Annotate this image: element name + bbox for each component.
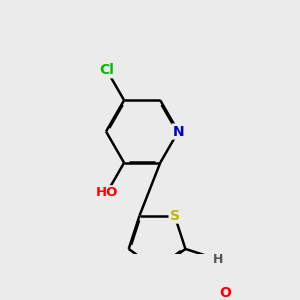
Text: O: O [220, 286, 231, 300]
Text: S: S [169, 208, 180, 223]
Text: H: H [213, 253, 224, 266]
Text: Cl: Cl [99, 63, 114, 77]
Text: HO: HO [96, 186, 118, 199]
Text: N: N [172, 124, 184, 139]
